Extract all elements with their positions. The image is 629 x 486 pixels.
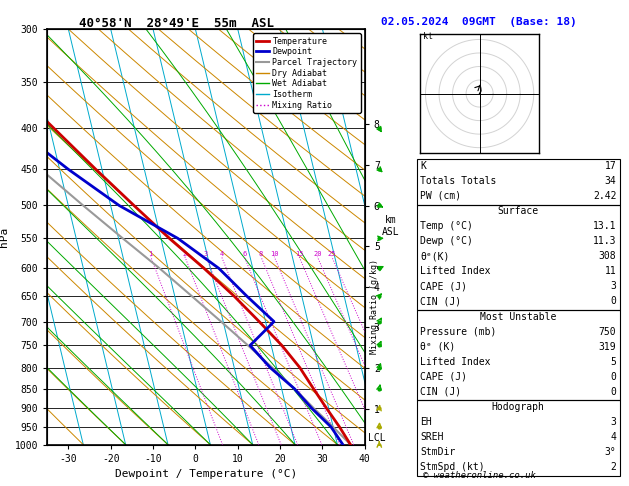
Text: 750: 750 <box>599 327 616 337</box>
Text: Lifted Index: Lifted Index <box>420 357 491 367</box>
Text: 25: 25 <box>328 251 336 257</box>
Text: 10: 10 <box>270 251 279 257</box>
Text: StmSpd (kt): StmSpd (kt) <box>420 462 485 472</box>
Text: Surface: Surface <box>498 206 539 216</box>
Text: Most Unstable: Most Unstable <box>480 312 557 322</box>
Text: 13.1: 13.1 <box>593 221 616 231</box>
Text: 20: 20 <box>313 251 321 257</box>
Text: 2.42: 2.42 <box>593 191 616 201</box>
Text: Mixing Ratio (g/kg): Mixing Ratio (g/kg) <box>370 259 379 354</box>
Text: CAPE (J): CAPE (J) <box>420 372 467 382</box>
Text: 15: 15 <box>295 251 303 257</box>
Text: 0: 0 <box>611 372 616 382</box>
Text: 308: 308 <box>599 251 616 261</box>
Text: CAPE (J): CAPE (J) <box>420 281 467 292</box>
Text: 4: 4 <box>220 251 224 257</box>
Text: 3: 3 <box>204 251 208 257</box>
Text: 1: 1 <box>148 251 153 257</box>
Text: PW (cm): PW (cm) <box>420 191 461 201</box>
Text: θᵉ (K): θᵉ (K) <box>420 342 455 352</box>
Text: 8: 8 <box>259 251 263 257</box>
Text: EH: EH <box>420 417 432 427</box>
Legend: Temperature, Dewpoint, Parcel Trajectory, Dry Adiabat, Wet Adiabat, Isotherm, Mi: Temperature, Dewpoint, Parcel Trajectory… <box>253 34 360 113</box>
Text: 3: 3 <box>611 281 616 292</box>
Text: 6: 6 <box>242 251 247 257</box>
Text: 2: 2 <box>183 251 187 257</box>
Text: Totals Totals: Totals Totals <box>420 176 496 186</box>
Text: Pressure (mb): Pressure (mb) <box>420 327 496 337</box>
Text: CIN (J): CIN (J) <box>420 296 461 307</box>
Text: © weatheronline.co.uk: © weatheronline.co.uk <box>423 471 536 480</box>
Text: Dewp (°C): Dewp (°C) <box>420 236 473 246</box>
Text: Temp (°C): Temp (°C) <box>420 221 473 231</box>
Text: 3: 3 <box>611 417 616 427</box>
Text: LCL: LCL <box>368 433 386 443</box>
Text: K: K <box>420 161 426 171</box>
Text: 4: 4 <box>611 432 616 442</box>
Text: 5: 5 <box>611 357 616 367</box>
Text: Hodograph: Hodograph <box>492 402 545 412</box>
Text: 40°58'N  28°49'E  55m  ASL: 40°58'N 28°49'E 55m ASL <box>79 17 274 30</box>
Text: kt: kt <box>423 33 433 41</box>
Text: 2: 2 <box>611 462 616 472</box>
Y-axis label: hPa: hPa <box>0 227 9 247</box>
Text: 0: 0 <box>611 387 616 397</box>
Text: 17: 17 <box>604 161 616 171</box>
Text: Lifted Index: Lifted Index <box>420 266 491 277</box>
X-axis label: Dewpoint / Temperature (°C): Dewpoint / Temperature (°C) <box>115 469 297 479</box>
Y-axis label: km
ASL: km ASL <box>382 215 399 237</box>
Text: θᵉ(K): θᵉ(K) <box>420 251 450 261</box>
Text: 34: 34 <box>604 176 616 186</box>
Text: 0: 0 <box>611 296 616 307</box>
Text: 02.05.2024  09GMT  (Base: 18): 02.05.2024 09GMT (Base: 18) <box>381 17 577 27</box>
Text: CIN (J): CIN (J) <box>420 387 461 397</box>
Text: 319: 319 <box>599 342 616 352</box>
Text: 11.3: 11.3 <box>593 236 616 246</box>
Text: 11: 11 <box>604 266 616 277</box>
Text: StmDir: StmDir <box>420 447 455 457</box>
Text: 3°: 3° <box>604 447 616 457</box>
Text: SREH: SREH <box>420 432 443 442</box>
